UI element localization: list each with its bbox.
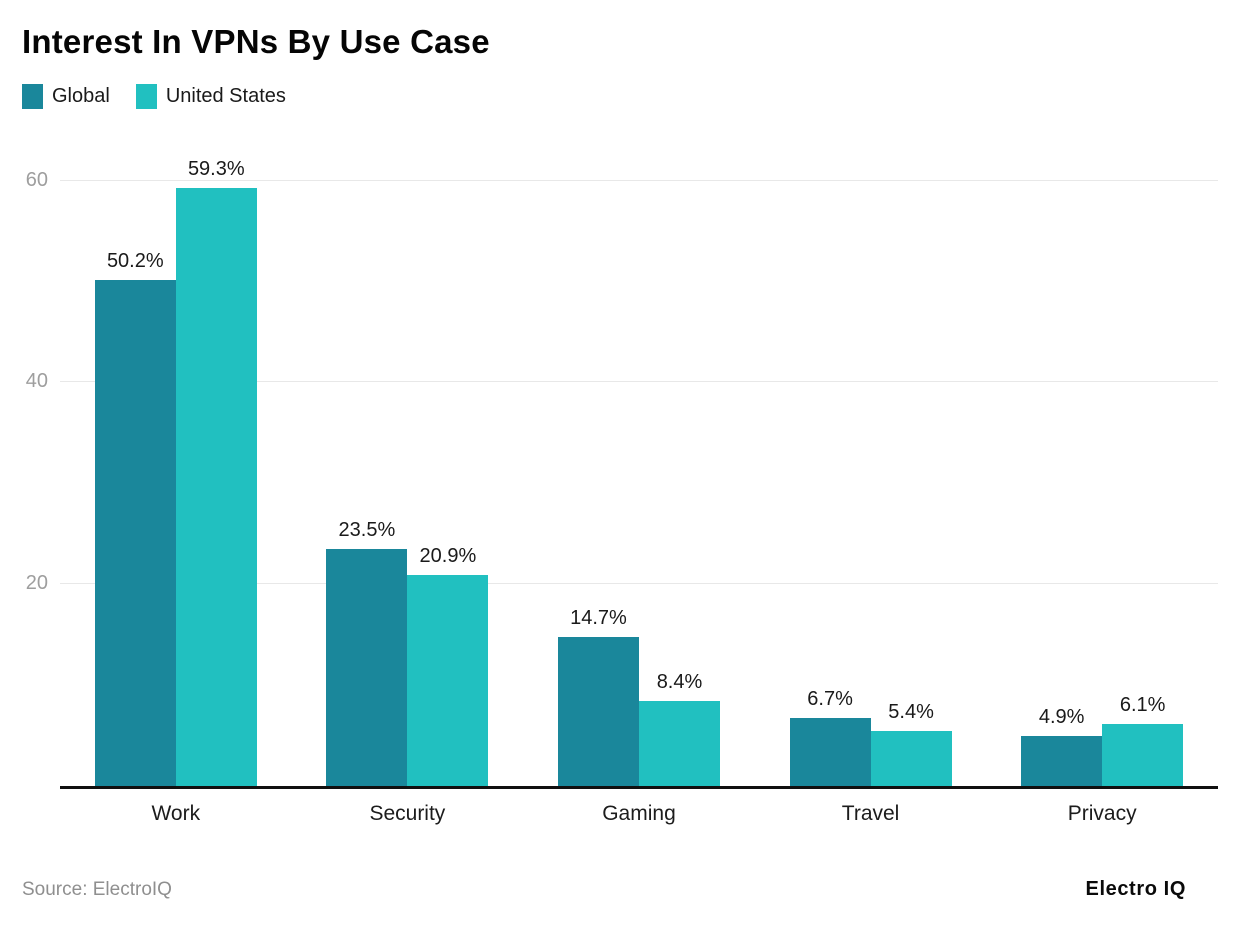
- legend-label: United States: [165, 84, 286, 107]
- bar-global-security: 23.5%: [326, 519, 408, 786]
- bar-group-work: 50.2% 59.3%: [60, 141, 292, 786]
- footer: Source: ElectroIQ Electro IQ: [22, 878, 1218, 901]
- bar-value-label: 4.9%: [1038, 706, 1085, 729]
- legend-label: Global: [52, 84, 110, 107]
- gridline-60: [60, 179, 1218, 181]
- x-label-gaming: Gaming: [602, 801, 676, 825]
- legend-item-united-states: United States: [135, 83, 286, 109]
- bar-value-label: 50.2%: [106, 249, 164, 272]
- bar-value-label: 5.4%: [888, 701, 934, 724]
- x-label-travel: Travel: [841, 801, 900, 825]
- bar-value-label: 20.9%: [419, 544, 477, 567]
- source-text: Source: ElectroIQ: [22, 879, 172, 900]
- bar-united-states-privacy: 6.1%: [1102, 694, 1184, 786]
- bar-value-label: 23.5%: [338, 518, 396, 541]
- gridline-40: [60, 381, 1218, 383]
- gridline-20: [60, 583, 1218, 585]
- bar-group-security: 23.5% 20.9%: [292, 141, 524, 786]
- bar-value-label: 6.7%: [807, 688, 853, 711]
- bar-group-gaming: 14.7% 8.4%: [523, 141, 755, 786]
- bar-global-travel: 6.7%: [789, 688, 871, 786]
- legend-swatch: [22, 83, 43, 109]
- plot-area: 20 40 60 50.2% 59.3% 23.5% 20.9% 14.7% 8.4% 6.7% 5…: [26, 141, 1218, 789]
- bar-value-label: 59.3%: [187, 157, 245, 180]
- bar-global-work: 50.2%: [94, 250, 176, 786]
- x-label-privacy: Privacy: [1067, 801, 1137, 825]
- x-label-work: Work: [151, 801, 201, 825]
- bar-row: 50.2% 59.3% 23.5% 20.9% 14.7% 8.4% 6.7% 5.4% 4.9…: [60, 141, 1218, 786]
- bar-united-states-work: 59.3%: [175, 158, 257, 786]
- bar-united-states-security: 20.9%: [407, 545, 489, 786]
- bar-united-states-travel: 5.4%: [870, 701, 952, 786]
- bar-value-label: 6.1%: [1119, 694, 1166, 717]
- legend-swatch: [135, 83, 157, 109]
- plot-region: 20 40 60 50.2% 59.3% 23.5% 20.9% 14.7% 8.4% 6.7% 5…: [26, 141, 1218, 826]
- bar-group-privacy: 4.9% 6.1%: [986, 141, 1218, 786]
- legend: Global United States: [22, 83, 1218, 109]
- y-tick-label-60: 60: [25, 168, 48, 191]
- bar-united-states-gaming: 8.4%: [638, 671, 720, 786]
- x-label-security: Security: [369, 801, 446, 825]
- legend-item-global: Global: [22, 83, 110, 109]
- y-tick-label-40: 40: [25, 370, 48, 393]
- bar-value-label: 14.7%: [570, 607, 627, 630]
- x-axis-labels: Work Security Gaming Travel Privacy: [60, 789, 1218, 826]
- brand-logo: Electro IQ: [1085, 878, 1186, 900]
- y-tick-label-20: 20: [25, 572, 48, 595]
- chart-title: Interest In VPNs By Use Case: [22, 23, 490, 60]
- bar-group-travel: 6.7% 5.4%: [755, 141, 987, 786]
- bar-global-gaming: 14.7%: [557, 607, 639, 786]
- bar-value-label: 8.4%: [656, 670, 703, 693]
- bar-global-privacy: 4.9%: [1021, 706, 1103, 786]
